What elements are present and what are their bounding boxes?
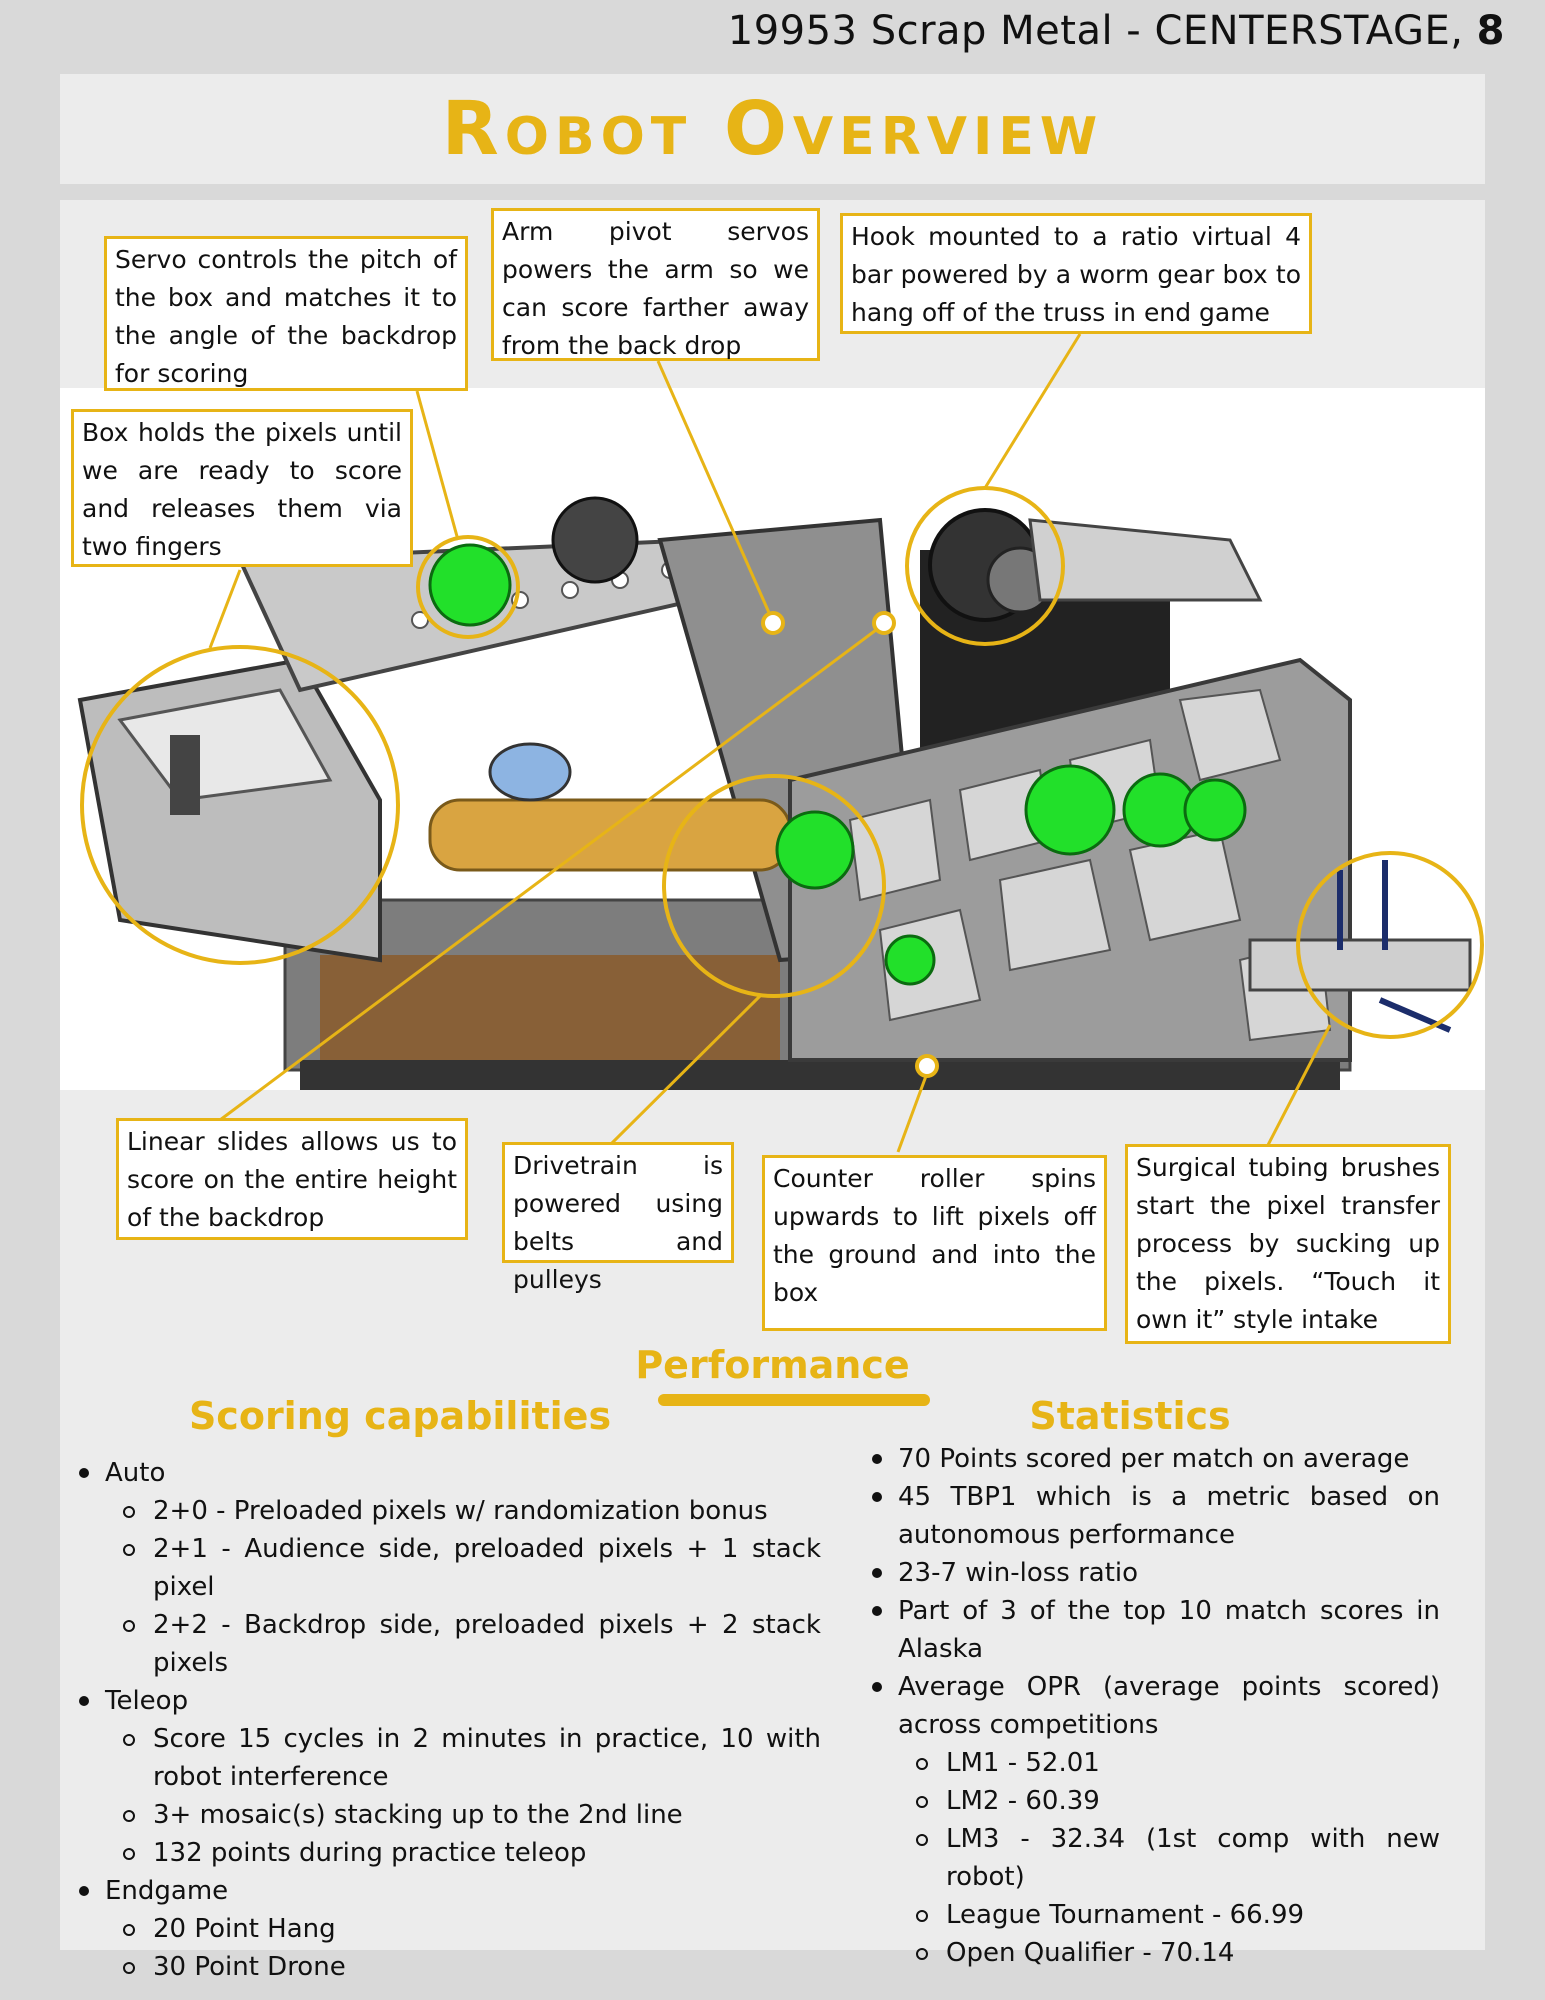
callout-drivetrain: Drivetrain is powered using belts and pu… — [502, 1142, 734, 1294]
callout-box: Box holds the pixels until we are ready … — [71, 409, 413, 567]
scoring-list: Auto 2+0 - Preloaded pixels w/ randomiza… — [73, 1454, 821, 1986]
list-item: 132 points during practice teleop — [73, 1834, 821, 1872]
list-item: Endgame — [73, 1872, 821, 1910]
list-item: 23-7 win-loss ratio — [866, 1554, 1440, 1592]
list-item: LM2 - 60.39 — [866, 1782, 1440, 1820]
intake-roller — [428, 798, 792, 872]
list-item: 2+0 - Preloaded pixels w/ randomization … — [73, 1492, 821, 1530]
list-item: 2+1 - Audience side, preloaded pixels + … — [73, 1530, 821, 1606]
callout-surgical-tubing: Surgical tubing brushes start the pixel … — [1125, 1144, 1451, 1344]
performance-underline — [658, 1394, 930, 1406]
list-item: Auto — [73, 1454, 821, 1492]
leader-lines — [208, 333, 1332, 1153]
wheels-strip — [300, 1060, 1340, 1090]
box-finger — [170, 735, 200, 815]
list-item: 20 Point Hang — [73, 1910, 821, 1948]
statistics-list: 70 Points scored per match on average 45… — [866, 1440, 1440, 1972]
list-item: Teleop — [73, 1682, 821, 1720]
battery-box — [320, 955, 780, 1070]
page-title: Robot Overview — [441, 86, 1104, 172]
list-item: League Tournament - 66.99 — [866, 1896, 1440, 1934]
hook-bar — [1028, 518, 1263, 602]
intake-shaft — [1248, 938, 1472, 992]
callout-linear-slides: Linear slides allows us to score on the … — [116, 1118, 468, 1240]
callout-servo-pitch: Servo controls the pitch of the box and … — [104, 236, 468, 391]
list-item: 2+2 - Backdrop side, preloaded pixels + … — [73, 1606, 821, 1682]
scoring-title: Scoring capabilities — [188, 1394, 612, 1438]
statistics-title: Statistics — [1029, 1394, 1231, 1438]
page-number: 8 — [1476, 8, 1505, 54]
list-item: 70 Points scored per match on average — [866, 1440, 1440, 1478]
callout-hook: Hook mounted to a ratio virtual 4 bar po… — [840, 213, 1312, 334]
list-item: Open Qualifier - 70.14 — [866, 1934, 1440, 1972]
page-header: 19953 Scrap Metal - CENTERSTAGE, 8 — [728, 8, 1505, 54]
title-band: Robot Overview — [60, 74, 1485, 184]
performance-title: Performance — [635, 1343, 910, 1387]
arm-gear — [551, 496, 639, 584]
callout-counter-roller: Counter roller spins upwards to lift pix… — [762, 1155, 1107, 1331]
leader-dots — [761, 611, 939, 1078]
list-item: 30 Point Drone — [73, 1948, 821, 1986]
list-item: 45 TBP1 which is a metric based on auton… — [866, 1478, 1440, 1554]
header-text: 19953 Scrap Metal - CENTERSTAGE, — [727, 8, 1464, 54]
list-item: Average OPR (average points scored) acro… — [866, 1668, 1440, 1744]
list-item: Part of 3 of the top 10 match scores in … — [866, 1592, 1440, 1668]
list-item: Score 15 cycles in 2 minutes in practice… — [73, 1720, 821, 1796]
list-item: 3+ mosaic(s) stacking up to the 2nd line — [73, 1796, 821, 1834]
list-item: LM3 - 32.34 (1st comp with new robot) — [866, 1820, 1440, 1896]
drone-launcher — [488, 742, 572, 802]
green-hubs — [428, 543, 1247, 986]
list-item: LM1 - 52.01 — [866, 1744, 1440, 1782]
callout-arm-pivot: Arm pivot servos powers the arm so we ca… — [491, 208, 820, 361]
